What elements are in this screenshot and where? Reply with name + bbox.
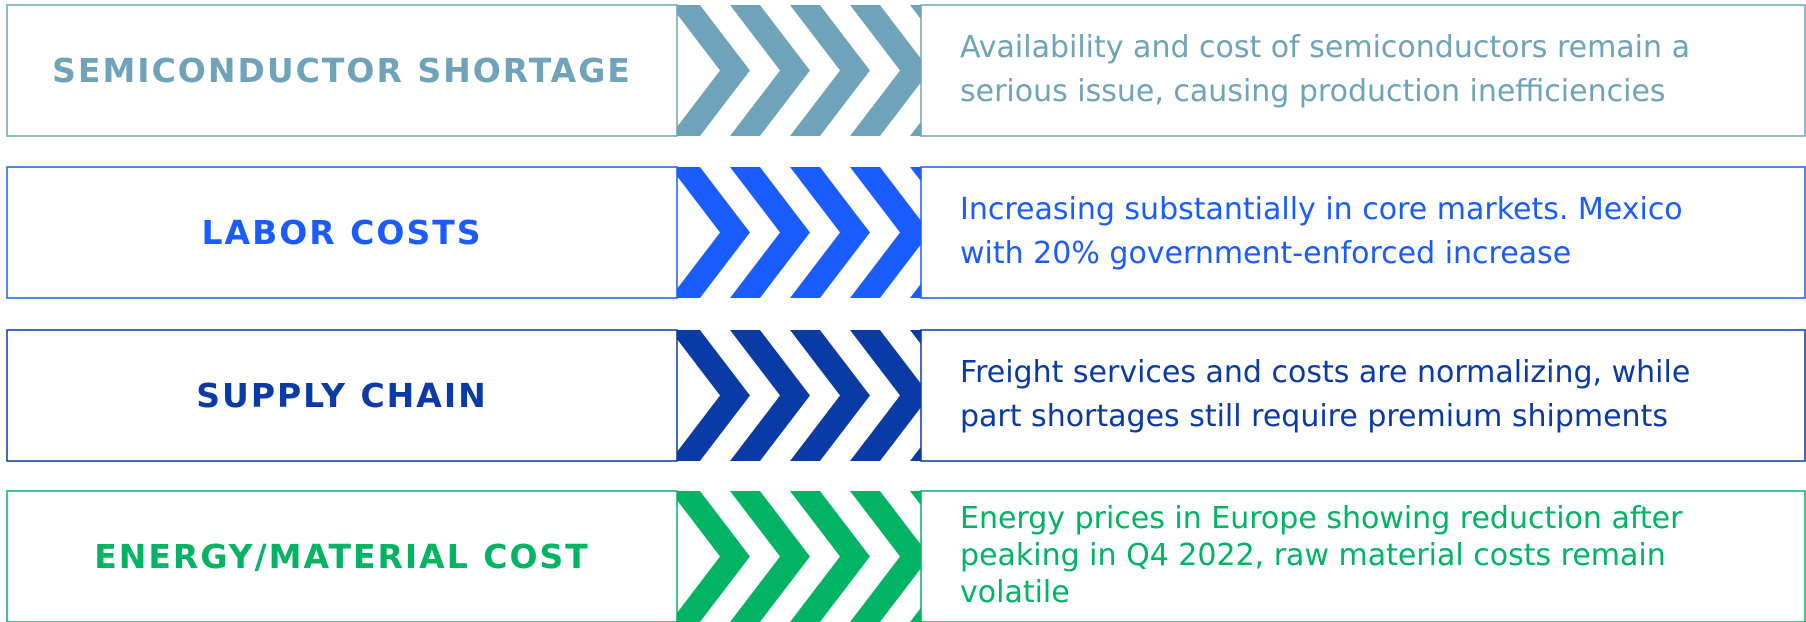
row-title: SEMICONDUCTOR SHORTAGE xyxy=(52,51,632,90)
chevrons xyxy=(677,491,921,622)
chevron xyxy=(677,330,750,461)
desc-line: part shortages still require premium shi… xyxy=(960,399,1668,434)
row: SEMICONDUCTOR SHORTAGE Availability and c… xyxy=(6,4,1806,137)
chevron xyxy=(730,491,810,622)
chevron xyxy=(677,5,750,136)
row: SUPPLY CHAIN Freight services and costs a… xyxy=(6,329,1806,462)
chevron xyxy=(850,5,921,136)
desc-box xyxy=(920,166,1806,299)
row-title: ENERGY/MATERIAL COST xyxy=(94,537,590,576)
desc-box xyxy=(920,329,1806,462)
label-box xyxy=(6,4,678,137)
chevron xyxy=(850,330,921,461)
desc-line: volatile xyxy=(960,575,1070,610)
chevron xyxy=(730,5,810,136)
desc-box xyxy=(920,490,1806,622)
desc-line: Increasing substantially in core markets… xyxy=(960,192,1683,227)
chevrons xyxy=(677,330,921,461)
chevron xyxy=(677,167,750,298)
row-title: SUPPLY CHAIN xyxy=(196,376,487,415)
chevron xyxy=(677,491,750,622)
desc-line: Energy prices in Europe showing reductio… xyxy=(960,501,1683,536)
chevron xyxy=(730,330,810,461)
chevrons xyxy=(677,5,921,136)
desc-line: Freight services and costs are normalizi… xyxy=(960,355,1690,390)
label-box xyxy=(6,490,678,622)
desc-box xyxy=(920,4,1806,137)
row-title: LABOR COSTS xyxy=(202,213,483,252)
chevron xyxy=(790,167,870,298)
row: LABOR COSTS Increasing substantially in c… xyxy=(6,166,1806,299)
chevron xyxy=(790,5,870,136)
label-box xyxy=(6,166,678,299)
chevron xyxy=(850,491,921,622)
row: ENERGY/MATERIAL COST Energy prices in Eur… xyxy=(6,490,1806,622)
desc-line: peaking in Q4 2022, raw material costs r… xyxy=(960,538,1666,573)
desc-line: serious issue, causing production ineffi… xyxy=(960,74,1666,109)
label-box xyxy=(6,329,678,462)
chevrons xyxy=(677,167,921,298)
chevron xyxy=(790,330,870,461)
chevron xyxy=(730,167,810,298)
desc-line: Availability and cost of semiconductors … xyxy=(960,30,1690,65)
chevron xyxy=(790,491,870,622)
chevron xyxy=(850,167,921,298)
desc-line: with 20% government-enforced increase xyxy=(960,236,1571,271)
